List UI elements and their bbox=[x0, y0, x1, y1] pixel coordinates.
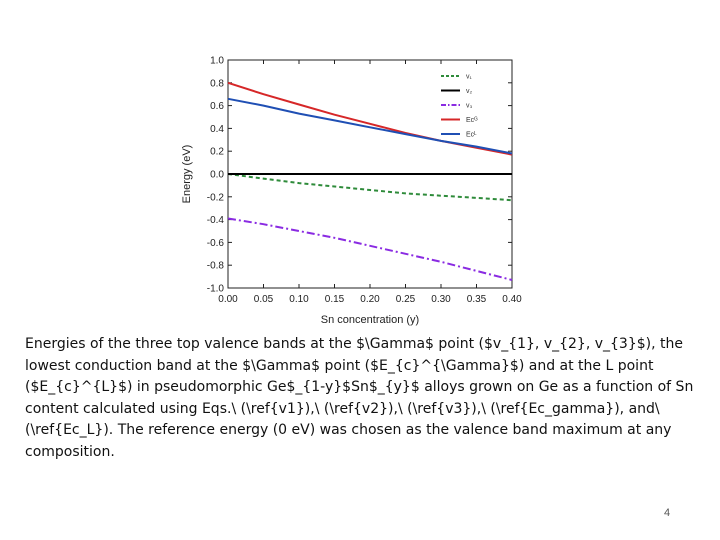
y-tick-label: -0.6 bbox=[207, 238, 225, 249]
y-axis-label: Energy (eV) bbox=[181, 145, 193, 204]
legend-label: v₁ bbox=[466, 74, 473, 81]
series-line bbox=[227, 97, 513, 155]
y-tick-label: 0.4 bbox=[210, 124, 224, 135]
legend-label: Eᴄᴸ bbox=[466, 132, 477, 139]
y-tick-label: -0.8 bbox=[207, 261, 225, 272]
x-tick-label: 0.35 bbox=[467, 294, 487, 305]
x-tick-label: 0.30 bbox=[431, 294, 451, 305]
legend: v₁ v₂ v₃ Eᴄᴳ Eᴄᴸ bbox=[441, 74, 478, 139]
x-tick-label: 0.00 bbox=[218, 294, 238, 305]
x-tick-label: 0.40 bbox=[502, 294, 522, 305]
x-axis-label: Sn concentration (y) bbox=[321, 314, 419, 326]
y-tick-label: 0.2 bbox=[210, 147, 224, 158]
band-energy-chart: 0.00 0.05 0.10 0.15 0.20 0.25 0.30 0.35 0.40 1.0 0… bbox=[181, 56, 522, 327]
y-tick-label: -0.4 bbox=[207, 215, 225, 226]
x-tick-label: 0.05 bbox=[254, 294, 274, 305]
x-tick-label: 0.10 bbox=[289, 294, 309, 305]
figure-caption: Energies of the three top valence bands … bbox=[25, 336, 694, 460]
y-tick-label: 0.6 bbox=[210, 101, 224, 112]
series-line bbox=[227, 173, 513, 202]
series-lines bbox=[227, 81, 513, 281]
legend-label: Eᴄᴳ bbox=[466, 117, 478, 124]
x-tick-label: 0.25 bbox=[396, 294, 416, 305]
y-tick-label: 0.0 bbox=[210, 170, 224, 181]
legend-label: v₂ bbox=[466, 88, 473, 95]
y-tick-label: 1.0 bbox=[210, 56, 224, 67]
y-tick-label: -1.0 bbox=[207, 284, 225, 295]
page-number: 4 bbox=[664, 507, 671, 519]
x-tick-label: 0.20 bbox=[360, 294, 380, 305]
series-line bbox=[227, 217, 513, 281]
legend-label: v₃ bbox=[466, 103, 473, 110]
axis-ticks: 0.00 0.05 0.10 0.15 0.20 0.25 0.30 0.35 0.40 1.0 0… bbox=[207, 56, 522, 306]
y-tick-label: 0.8 bbox=[210, 78, 224, 89]
x-tick-label: 0.15 bbox=[325, 294, 345, 305]
y-tick-label: -0.2 bbox=[207, 192, 225, 203]
